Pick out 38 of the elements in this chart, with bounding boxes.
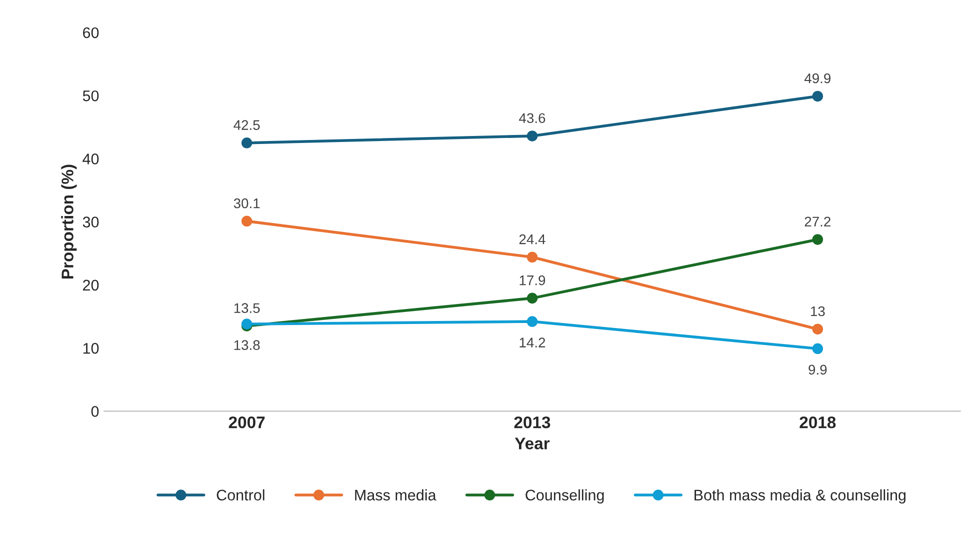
x-tick-label: 2013 bbox=[514, 416, 550, 428]
point bbox=[812, 90, 824, 102]
point bbox=[241, 138, 252, 148]
point bbox=[526, 316, 538, 327]
point bbox=[812, 234, 824, 245]
point bbox=[526, 292, 538, 304]
data-label: 27.2 bbox=[804, 216, 830, 226]
y-tick-label: 60 bbox=[83, 27, 99, 38]
point bbox=[241, 216, 252, 227]
y-tick-label: 30 bbox=[82, 216, 99, 228]
data-label: 13.8 bbox=[234, 340, 260, 350]
point bbox=[526, 130, 538, 142]
y-axis-title: Proportion (%) bbox=[61, 164, 77, 279]
legend-label: Control bbox=[216, 489, 264, 501]
data-label: 13 bbox=[810, 306, 825, 316]
x-tick-label: 2007 bbox=[228, 416, 265, 428]
y-tick-label: 20 bbox=[83, 280, 99, 291]
y-tick-label: 50 bbox=[82, 90, 99, 102]
point bbox=[812, 343, 824, 354]
point bbox=[812, 324, 824, 334]
data-label: 13.5 bbox=[234, 303, 260, 314]
legend-label: Mass media bbox=[355, 489, 436, 501]
legend-label: Both mass media & counselling bbox=[694, 489, 906, 504]
y-tick-label: 10 bbox=[83, 342, 99, 354]
x-axis-title: Year bbox=[514, 438, 550, 450]
data-label: 30.1 bbox=[234, 198, 260, 208]
data-label: 49.9 bbox=[804, 73, 831, 84]
data-label: 14.2 bbox=[520, 338, 546, 348]
data-label: 43.6 bbox=[519, 113, 546, 124]
legend-label: Counselling bbox=[526, 489, 604, 504]
data-label: 17.9 bbox=[520, 275, 546, 286]
point bbox=[526, 252, 538, 263]
data-label: 42.5 bbox=[234, 120, 260, 130]
y-tick-label: 0 bbox=[91, 406, 99, 417]
x-tick-label: 2018 bbox=[800, 416, 836, 428]
data-label: 24.4 bbox=[519, 234, 546, 244]
data-label: 9.9 bbox=[808, 364, 827, 375]
y-tick-label: 40 bbox=[82, 154, 99, 164]
